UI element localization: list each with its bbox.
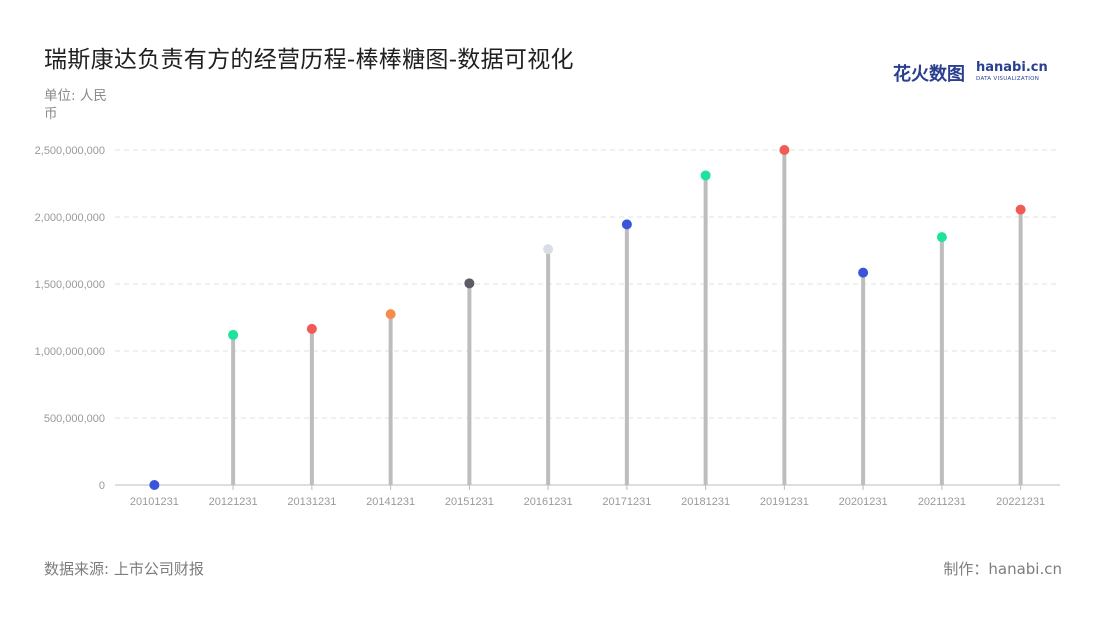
lollipop-point — [306, 323, 317, 334]
x-tick-label: 20101231 — [130, 496, 179, 508]
lollipop-point — [936, 232, 947, 243]
x-tick-label: 20131231 — [287, 496, 336, 508]
y-tick-label: 500,000,000 — [44, 413, 105, 425]
lollipop-point — [1015, 204, 1026, 215]
x-tick-label: 20211231 — [918, 496, 966, 508]
credit-label: 制作：hanabi.cn — [943, 560, 1062, 578]
x-tick-label: 20221231 — [996, 496, 1045, 508]
logo-sub-text: DATA VISUALIZATION — [976, 76, 1040, 82]
lollipop-point — [149, 480, 160, 490]
x-tick-label: 20171231 — [602, 496, 651, 508]
x-tick-label: 20181231 — [681, 496, 730, 508]
y-tick-label: 2,000,000,000 — [35, 212, 105, 224]
lollipop-point — [385, 309, 396, 320]
x-tick-label: 20191231 — [760, 496, 809, 508]
x-tick-label: 20141231 — [366, 496, 415, 508]
lollipop-point — [228, 329, 239, 340]
lollipop-point — [543, 244, 554, 255]
grid-layer — [115, 149, 1060, 419]
lollipop-point — [621, 219, 632, 230]
marks-layer — [149, 145, 1026, 490]
logo-en-text: hanabi.cn — [976, 60, 1048, 75]
y-tick-label: 1,000,000,000 — [35, 346, 105, 358]
y-tick-label: 2,500,000,000 — [35, 145, 105, 157]
axis-layer: 0 500,000,000 1,000,000,000 1,500,000,000 2,… — [35, 145, 1060, 508]
data-source-label: 数据来源: 上市公司财报 — [44, 560, 204, 578]
brand-logo: 花火数图 hanabi.cn DATA VISUALIZATION — [893, 58, 1048, 88]
x-tick-label: 20201231 — [839, 496, 888, 508]
x-tick-label: 20151231 — [445, 496, 494, 508]
x-tick-label: 20121231 — [209, 496, 258, 508]
x-tick-label: 20161231 — [524, 496, 573, 508]
unit-label: 单位: 人民币 — [44, 88, 107, 122]
chart-title: 瑞斯康达负责有方的经营历程-棒棒糖图-数据可视化 — [44, 47, 574, 73]
y-tick-label: 0 — [99, 480, 105, 492]
lollipop-point — [700, 170, 711, 181]
y-tick-label: 1,500,000,000 — [35, 279, 105, 291]
lollipop-point — [464, 278, 475, 289]
lollipop-point — [858, 267, 869, 278]
lollipop-point — [779, 145, 790, 155]
logo-cn-text: 花火数图 — [893, 64, 965, 85]
